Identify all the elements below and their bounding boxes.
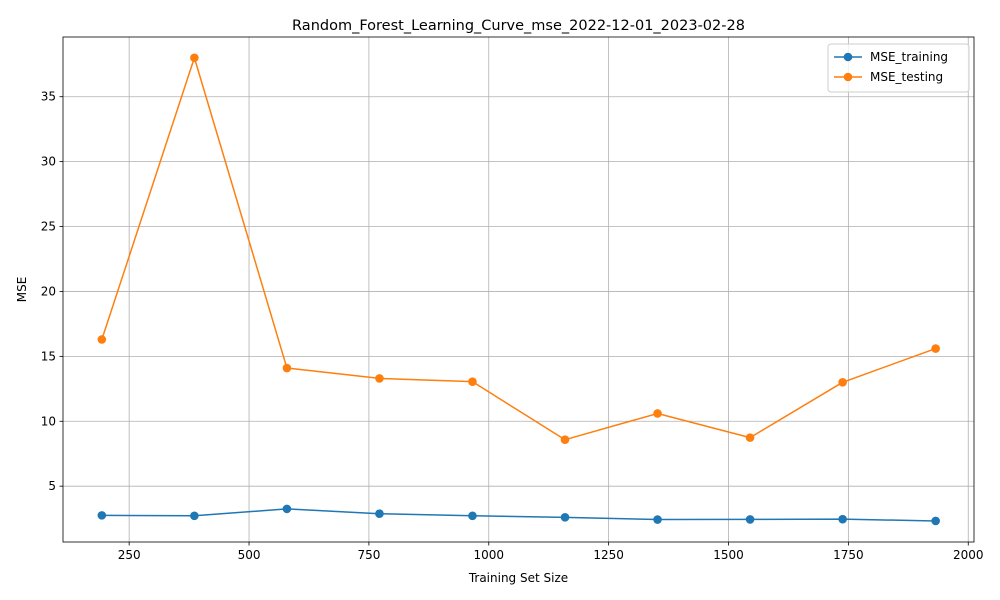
data-point-MSE_testing: [838, 378, 847, 387]
data-point-MSE_testing: [653, 409, 662, 418]
data-point-MSE_testing: [745, 433, 755, 442]
data-point-MSE_training: [653, 515, 662, 524]
series-line-MSE_testing: [101, 57, 936, 441]
y-tick-label: 10: [41, 414, 56, 428]
y-axis-ticks: 5 10 15 20 25 30 35: [41, 90, 63, 493]
x-tick-label: 1500: [713, 548, 744, 562]
series-group: [97, 53, 940, 526]
y-tick-label: 20: [41, 284, 56, 298]
data-point-MSE_training: [838, 514, 847, 524]
y-axis-label: MSE: [15, 277, 29, 303]
data-point-MSE_testing: [468, 377, 477, 386]
y-tick-label: 5: [48, 479, 56, 493]
legend-label: MSE_training: [870, 50, 948, 64]
legend-label: MSE_testing: [870, 70, 943, 84]
x-axis-label: Training Set Size: [468, 571, 568, 585]
legend-entries: MSE_training MSE_testing: [834, 50, 948, 84]
legend-marker: [843, 52, 853, 62]
data-point-MSE_testing: [97, 335, 107, 344]
data-point-MSE_testing: [931, 344, 940, 353]
series-MSE_testing: [97, 53, 940, 445]
legend-entry: MSE_testing: [834, 70, 943, 84]
plot-area-frame: [62, 36, 975, 543]
x-tick-label: 500: [238, 548, 261, 562]
y-tick-label: 25: [41, 220, 56, 234]
y-tick-label: 30: [41, 155, 56, 169]
legend-marker: [843, 72, 853, 82]
x-tick-label: 250: [118, 548, 141, 562]
grid-lines: [63, 37, 974, 542]
x-tick-label: 1750: [833, 548, 864, 562]
data-point-MSE_training: [190, 511, 199, 521]
series-MSE_training: [97, 504, 940, 526]
legend: MSE_training MSE_testing: [827, 43, 970, 93]
data-point-MSE_testing: [375, 374, 384, 383]
series-line-MSE_training: [101, 508, 936, 522]
chart-title: Random_Forest_Learning_Curve_mse_2022-12…: [292, 18, 745, 34]
data-point-MSE_training: [745, 515, 755, 524]
data-point-MSE_testing: [282, 363, 292, 373]
legend-box: [827, 43, 970, 93]
data-point-MSE_training: [468, 511, 477, 521]
data-point-MSE_testing: [560, 435, 570, 445]
data-point-MSE_training: [560, 513, 570, 522]
data-point-MSE_training: [375, 509, 384, 518]
y-tick-label: 15: [41, 349, 56, 363]
y-tick-label: 35: [41, 90, 56, 104]
data-point-MSE_testing: [190, 53, 199, 63]
x-tick-label: 1250: [593, 548, 624, 562]
data-point-MSE_training: [97, 511, 107, 520]
x-tick-label: 1000: [473, 548, 504, 562]
data-point-MSE_training: [931, 516, 940, 526]
x-tick-label: 750: [357, 548, 380, 562]
data-point-MSE_training: [282, 504, 292, 514]
x-tick-label: 2000: [953, 548, 984, 562]
legend-entry: MSE_training: [834, 50, 948, 64]
x-axis-ticks: 250 500 750 1000 1250 1500 1750 2000: [118, 542, 984, 562]
